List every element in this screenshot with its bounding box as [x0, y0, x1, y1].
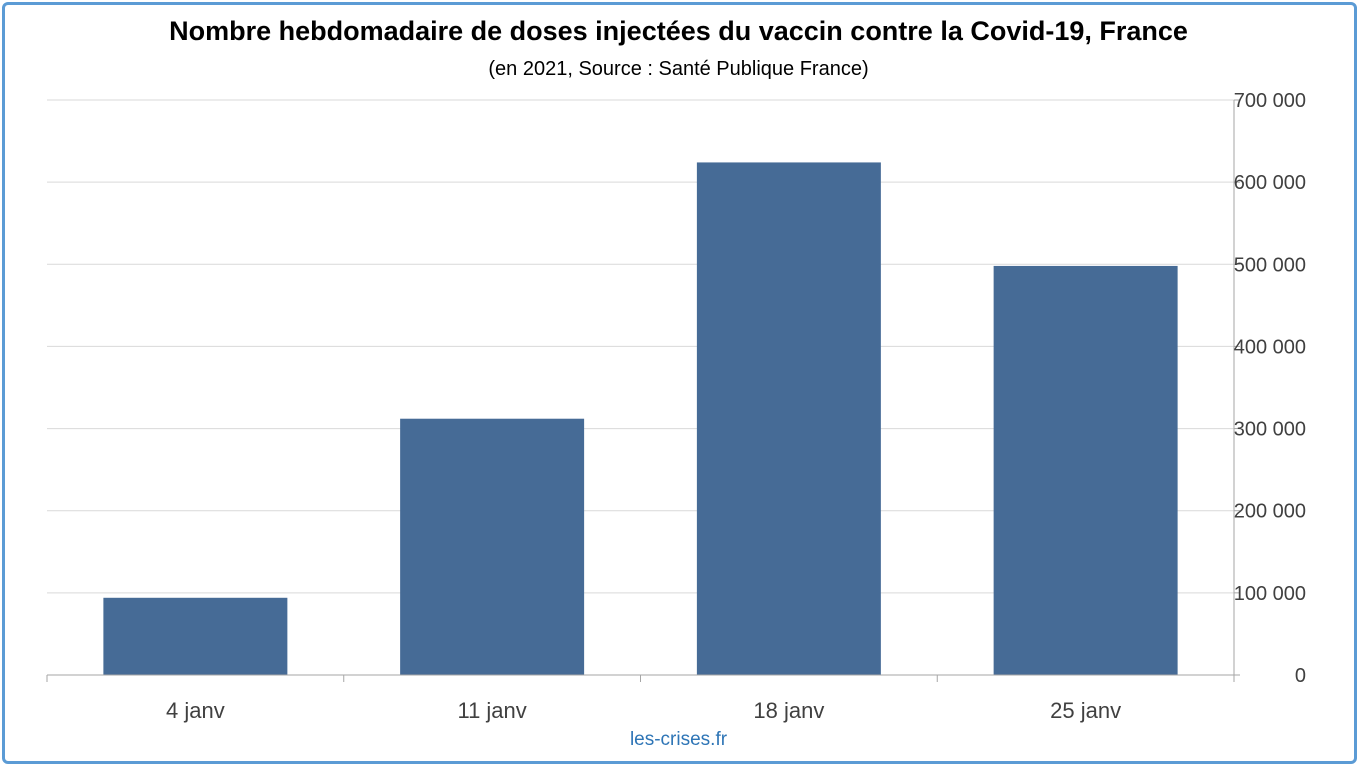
chart-title: Nombre hebdomadaire de doses injectées d… [169, 16, 1188, 46]
y-tick-label: 600 000 [1234, 172, 1306, 194]
y-tick-label: 500 000 [1234, 254, 1306, 276]
y-tick-label: 0 [1295, 665, 1306, 687]
y-tick-label: 400 000 [1234, 336, 1306, 358]
y-tick-label: 100 000 [1234, 583, 1306, 605]
bar-25-janv [993, 265, 1178, 675]
y-tick-label: 200 000 [1234, 501, 1306, 523]
bar-11-janv [400, 418, 585, 675]
x-category-label: 18 janv [753, 698, 824, 723]
bar-4-janv [103, 597, 288, 675]
y-axis-ticks: 0 100 000 200 000 300 000 400 000 500 000 600 … [1234, 90, 1306, 687]
chart-subtitle: (en 2021, Source : Santé Publique France… [488, 58, 869, 80]
x-axis-ticks: 4 janv 11 janv 18 janv 25 janv [46, 675, 1235, 723]
source-credit: les-crises.fr [629, 729, 728, 750]
y-tick-label: 300 000 [1234, 419, 1306, 441]
bars [103, 162, 1178, 675]
x-category-label: 4 janv [166, 698, 225, 723]
bar-18-janv [696, 162, 881, 675]
x-category-label: 25 janv [1050, 698, 1121, 723]
x-category-label: 11 janv [457, 698, 526, 723]
y-tick-label: 700 000 [1234, 90, 1306, 112]
